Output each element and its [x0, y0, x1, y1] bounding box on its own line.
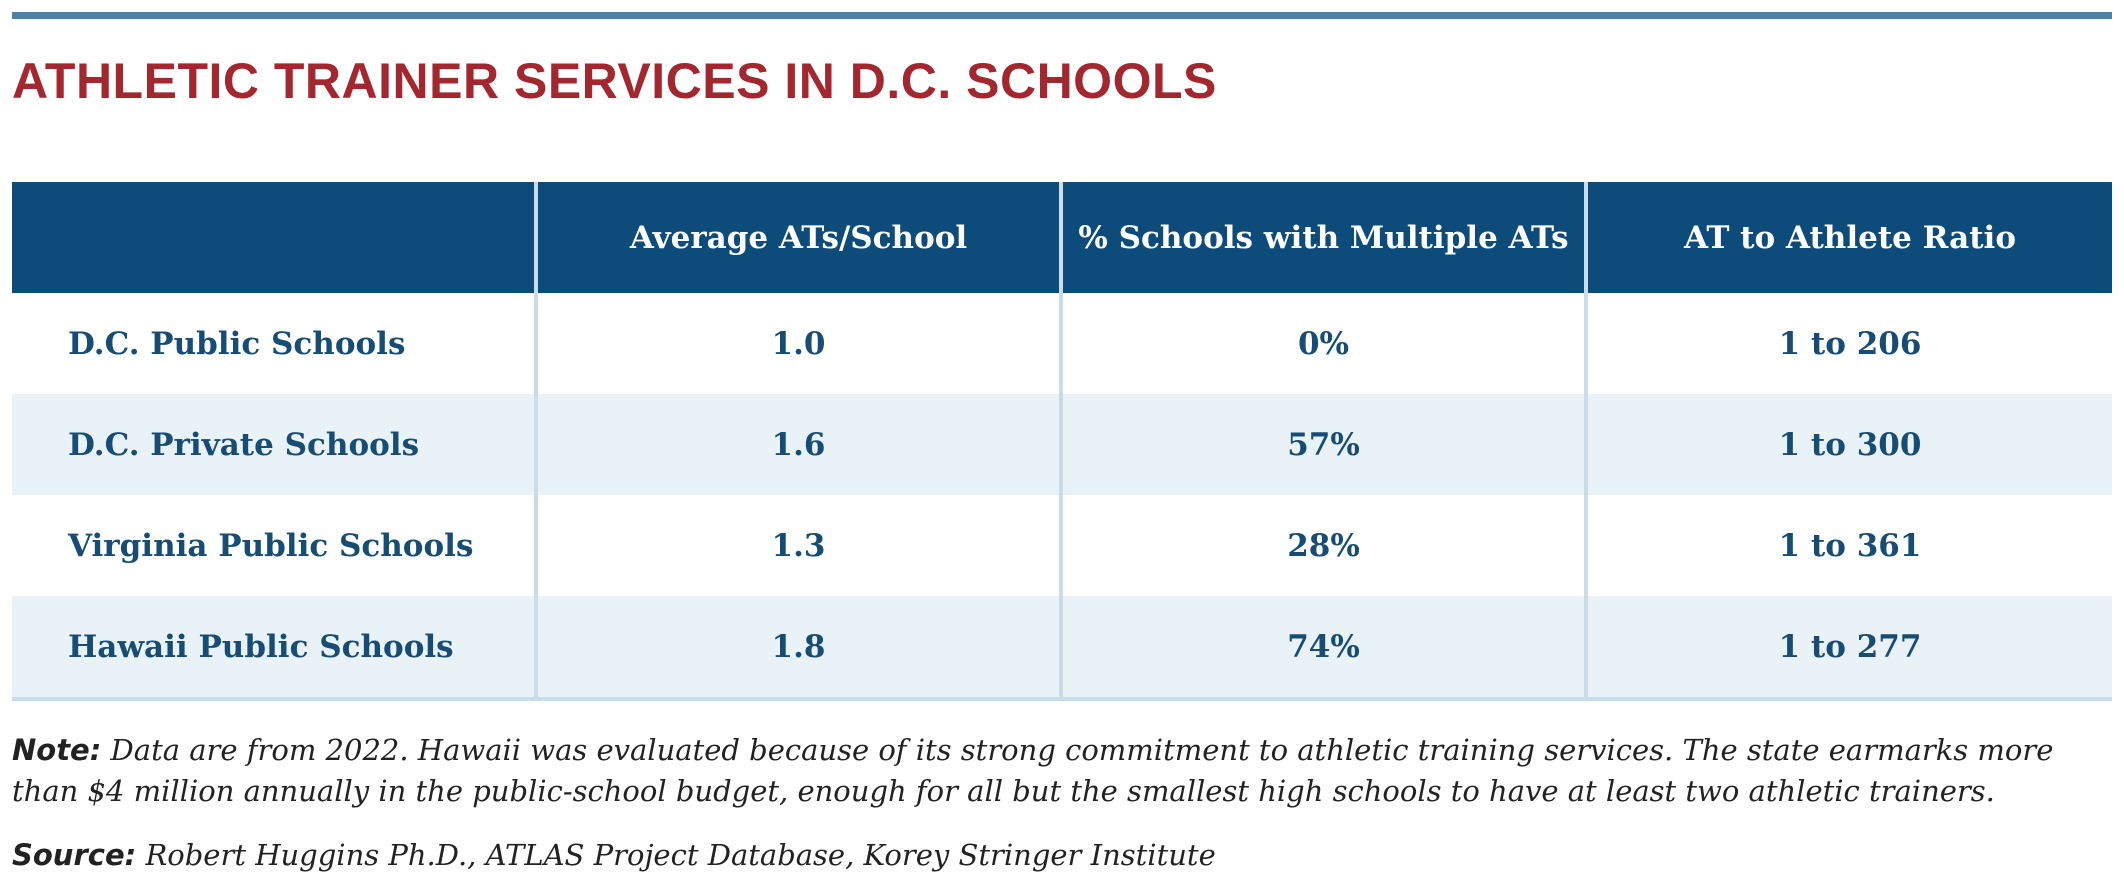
- cell-ratio: 1 to 300: [1584, 394, 2112, 495]
- header-ratio: AT to Athlete Ratio: [1584, 182, 2112, 293]
- row-label: Hawaii Public Schools: [12, 596, 536, 701]
- cell-multiple-ats: 28%: [1059, 495, 1586, 596]
- cell-ratio: 1 to 277: [1584, 596, 2112, 701]
- cell-ratio: 1 to 361: [1584, 495, 2112, 596]
- top-accent-rule: [12, 12, 2112, 19]
- header-multiple-ats: % Schools with Multiple ATs: [1059, 182, 1586, 293]
- cell-ratio: 1 to 206: [1584, 293, 2112, 394]
- cell-average-ats: 1.3: [534, 495, 1061, 596]
- cell-multiple-ats: 0%: [1059, 293, 1586, 394]
- cell-average-ats: 1.0: [534, 293, 1061, 394]
- cell-multiple-ats: 57%: [1059, 394, 1586, 495]
- table-row: Hawaii Public Schools 1.8 74% 1 to 277: [12, 596, 2112, 701]
- cell-average-ats: 1.8: [534, 596, 1061, 701]
- row-label: D.C. Private Schools: [12, 394, 536, 495]
- cell-average-ats: 1.6: [534, 394, 1061, 495]
- table-header-row: Average ATs/School % Schools with Multip…: [12, 182, 2112, 293]
- source-label: Source:: [12, 838, 137, 872]
- table-row: D.C. Private Schools 1.6 57% 1 to 300: [12, 394, 2112, 495]
- athletic-trainer-table: Average ATs/School % Schools with Multip…: [12, 182, 2112, 701]
- header-average-ats: Average ATs/School: [534, 182, 1061, 293]
- header-blank: [12, 182, 536, 293]
- page-title: ATHLETIC TRAINER SERVICES IN D.C. SCHOOL…: [12, 53, 1217, 109]
- row-label: D.C. Public Schools: [68, 325, 406, 362]
- table-row: D.C. Public Schools 1.0 0% 1 to 206: [12, 293, 2112, 394]
- note-text: Data are from 2022. Hawaii was evaluated…: [12, 733, 2054, 808]
- note-paragraph: Note: Data are from 2022. Hawaii was eva…: [12, 730, 2102, 812]
- row-label: Virginia Public Schools: [68, 527, 474, 564]
- cell-multiple-ats: 74%: [1059, 596, 1586, 701]
- note-label: Note:: [12, 733, 102, 767]
- source-text: Robert Huggins Ph.D., ATLAS Project Data…: [145, 838, 1216, 872]
- table-row: Virginia Public Schools 1.3 28% 1 to 361: [12, 495, 2112, 596]
- source-line: Source: Robert Huggins Ph.D., ATLAS Proj…: [12, 835, 1216, 876]
